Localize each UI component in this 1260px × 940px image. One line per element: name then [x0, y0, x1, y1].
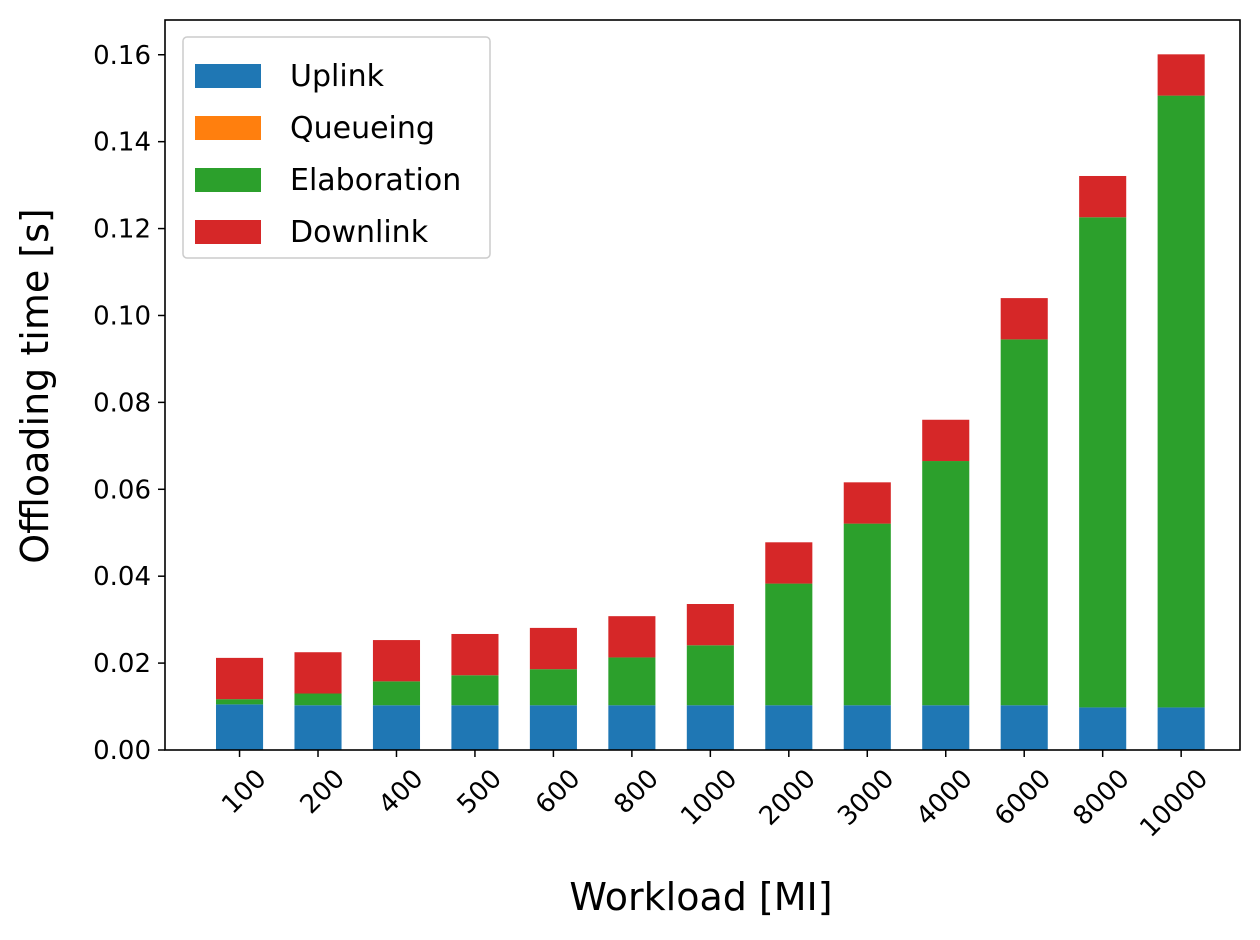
bar-uplink-6000 [1000, 705, 1048, 750]
legend-swatch-elaboration [195, 168, 261, 192]
x-tick-label: 8000 [1068, 764, 1136, 832]
y-tick-label: 0.10 [93, 301, 151, 331]
x-tick-label: 2000 [754, 764, 822, 832]
bar-downlink-1000 [686, 604, 734, 646]
x-tick-label: 100 [216, 764, 272, 820]
x-axis-label: Workload [MI] [569, 875, 832, 919]
bar-downlink-4000 [922, 419, 970, 462]
bar-downlink-8000 [1079, 175, 1127, 218]
y-tick-label: 0.08 [93, 388, 151, 418]
bar-elaboration-6000 [1000, 339, 1048, 706]
bar-downlink-6000 [1000, 298, 1048, 340]
x-tick-label: 200 [295, 764, 351, 820]
legend-label-downlink: Downlink [290, 215, 429, 250]
x-tick-label: 6000 [989, 764, 1057, 832]
bar-downlink-100 [216, 657, 264, 700]
bar-uplink-600 [529, 705, 577, 750]
bar-elaboration-3000 [843, 523, 891, 706]
x-tick-label: 3000 [832, 764, 900, 832]
y-axis-label: Offloading time [s] [13, 208, 57, 564]
bar-elaboration-200 [294, 693, 342, 706]
bar-elaboration-8000 [1079, 217, 1127, 708]
bar-uplink-4000 [922, 705, 970, 750]
bar-downlink-10000 [1157, 54, 1205, 96]
bar-uplink-200 [294, 705, 342, 750]
bar-downlink-600 [529, 627, 577, 670]
bar-uplink-10000 [1157, 707, 1205, 750]
legend-label-queueing: Queueing [290, 111, 435, 146]
bar-uplink-800 [608, 705, 656, 750]
x-tick-label: 4000 [911, 764, 979, 832]
bar-downlink-800 [608, 616, 656, 658]
x-tick-label: 600 [530, 764, 586, 820]
bar-uplink-1000 [686, 705, 734, 750]
x-tick-label: 800 [609, 764, 665, 820]
legend-label-uplink: Uplink [290, 59, 385, 94]
y-tick-label: 0.04 [93, 562, 151, 592]
x-tick-label: 400 [373, 764, 429, 820]
bar-uplink-100 [216, 704, 264, 751]
y-tick-label: 0.14 [93, 128, 151, 158]
bar-downlink-3000 [843, 482, 891, 524]
y-tick-label: 0.16 [93, 41, 151, 71]
bar-elaboration-4000 [922, 461, 970, 706]
legend-swatch-uplink [195, 64, 261, 88]
x-tick-label: 500 [452, 764, 508, 820]
x-tick-label: 1000 [675, 764, 743, 832]
bar-uplink-500 [451, 705, 499, 750]
bar-downlink-2000 [765, 542, 813, 584]
plot-frame [164, 19, 1241, 751]
bar-elaboration-400 [372, 681, 421, 706]
x-tick-label: 10000 [1134, 764, 1214, 844]
y-axis: 0.00 0.02 0.04 0.06 0.08 0.10 0.12 0.14 0.16 [93, 41, 165, 766]
y-tick-label: 0.02 [93, 649, 151, 679]
bar-elaboration-10000 [1157, 95, 1205, 708]
bar-uplink-2000 [765, 705, 813, 750]
bar-uplink-8000 [1079, 707, 1127, 750]
bar-downlink-200 [294, 652, 342, 694]
bar-downlink-400 [372, 640, 421, 682]
bar-uplink-3000 [843, 705, 891, 750]
legend-swatch-queueing [195, 116, 261, 140]
bar-downlink-500 [451, 633, 499, 676]
x-axis: 100 200 400 500 600 800 1000 2000 3000 4000 6000 80… [216, 750, 1214, 843]
y-tick-label: 0.12 [93, 215, 151, 245]
legend: Uplink Queueing Elaboration Downlink [182, 36, 491, 259]
legend-frame [182, 36, 491, 259]
bar-elaboration-2000 [765, 583, 813, 706]
bar-elaboration-1000 [686, 645, 734, 706]
bar-elaboration-500 [451, 675, 499, 706]
y-tick-label: 0.06 [93, 475, 151, 505]
legend-swatch-downlink [195, 220, 261, 244]
bar-elaboration-600 [529, 669, 577, 706]
bar-uplink-400 [372, 705, 421, 750]
y-tick-label: 0.00 [93, 736, 151, 766]
bars-group [216, 54, 1205, 751]
bar-elaboration-800 [608, 657, 656, 706]
legend-label-elaboration: Elaboration [290, 163, 461, 198]
bar-elaboration-100 [216, 699, 264, 705]
